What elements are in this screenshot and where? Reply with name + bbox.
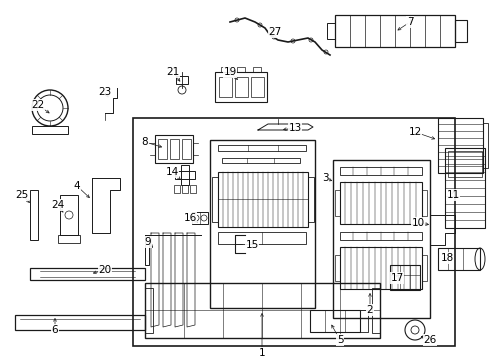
Bar — [190, 185, 196, 193]
Bar — [335, 190, 340, 216]
Text: 6: 6 — [51, 325, 58, 335]
Bar — [210, 140, 315, 308]
Text: 25: 25 — [15, 190, 28, 200]
Bar — [212, 177, 218, 222]
Text: 3: 3 — [322, 173, 328, 183]
Bar — [372, 288, 380, 333]
Bar — [340, 167, 422, 175]
Text: 24: 24 — [51, 200, 65, 210]
Text: 12: 12 — [408, 127, 421, 137]
Text: 7: 7 — [407, 17, 413, 27]
Bar — [340, 182, 422, 224]
Bar — [237, 67, 245, 72]
Bar — [215, 72, 267, 102]
Bar — [174, 185, 180, 193]
Text: 16: 16 — [183, 213, 196, 223]
Text: 14: 14 — [166, 167, 179, 177]
Bar — [145, 288, 153, 333]
Bar — [182, 185, 188, 193]
Bar — [155, 135, 193, 163]
Bar — [32, 126, 68, 134]
Text: 11: 11 — [446, 190, 460, 200]
Text: 27: 27 — [269, 27, 282, 37]
Bar — [335, 15, 455, 47]
Text: 15: 15 — [245, 240, 259, 250]
Bar — [15, 315, 145, 330]
Bar — [133, 118, 455, 346]
Bar — [390, 265, 420, 290]
Text: 17: 17 — [391, 273, 404, 283]
Text: 9: 9 — [145, 237, 151, 247]
Bar — [218, 145, 306, 151]
Bar — [327, 23, 335, 39]
Bar — [310, 310, 360, 332]
Text: 5: 5 — [337, 335, 343, 345]
Text: 8: 8 — [142, 137, 148, 147]
Bar — [176, 76, 188, 84]
Bar — [175, 171, 195, 179]
Bar — [308, 177, 314, 222]
Bar — [145, 235, 149, 265]
Text: 10: 10 — [412, 218, 424, 228]
Bar — [145, 283, 380, 338]
Bar — [253, 67, 261, 72]
Text: 13: 13 — [289, 123, 302, 133]
Bar — [438, 118, 483, 173]
Text: 23: 23 — [98, 87, 112, 97]
Bar — [422, 255, 427, 281]
Bar — [221, 67, 229, 72]
Text: 26: 26 — [423, 335, 437, 345]
Bar — [335, 255, 340, 281]
Bar — [455, 20, 467, 42]
Bar — [218, 232, 306, 244]
Bar — [181, 165, 189, 185]
Text: 20: 20 — [98, 265, 112, 275]
Text: 21: 21 — [167, 67, 180, 77]
Bar — [192, 212, 208, 224]
Text: 2: 2 — [367, 305, 373, 315]
Bar — [170, 139, 179, 159]
Bar — [182, 139, 191, 159]
Text: 1: 1 — [259, 348, 265, 358]
Bar — [219, 77, 232, 97]
Bar — [30, 190, 38, 240]
Bar — [235, 77, 248, 97]
Bar — [340, 247, 422, 289]
Bar — [222, 158, 300, 163]
Bar — [333, 160, 430, 318]
Bar — [218, 172, 308, 227]
Bar — [438, 248, 480, 270]
Text: 18: 18 — [441, 253, 454, 263]
Bar — [30, 268, 145, 280]
Text: 22: 22 — [31, 100, 45, 110]
Bar — [340, 232, 422, 240]
Text: 4: 4 — [74, 181, 80, 191]
Bar — [58, 235, 80, 243]
Bar — [60, 195, 78, 235]
Bar — [158, 139, 167, 159]
Bar — [422, 190, 427, 216]
Bar — [251, 77, 264, 97]
Bar — [483, 123, 488, 168]
Bar — [448, 151, 482, 177]
Text: 19: 19 — [223, 67, 237, 77]
Bar — [445, 148, 485, 228]
